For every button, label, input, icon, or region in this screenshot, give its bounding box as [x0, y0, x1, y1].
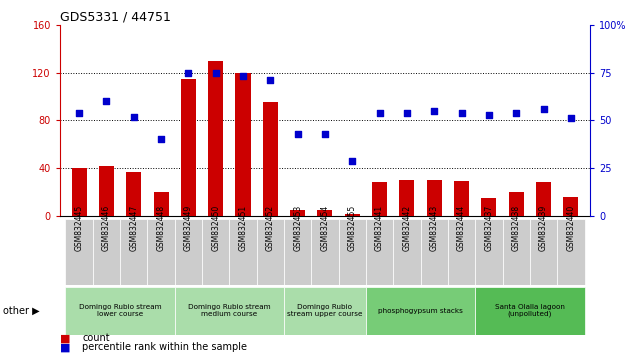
Bar [502, 219, 530, 285]
Bar [557, 219, 584, 285]
Bar [181, 79, 196, 216]
Bar [345, 213, 360, 216]
Bar [481, 198, 497, 216]
Text: Domingo Rubio
stream upper course: Domingo Rubio stream upper course [287, 304, 363, 317]
Point [102, 98, 112, 104]
Bar [509, 192, 524, 216]
Bar [202, 219, 229, 285]
Text: GSM832446: GSM832446 [102, 205, 111, 251]
Text: GSM832444: GSM832444 [457, 205, 466, 251]
Point [320, 131, 330, 137]
Bar [284, 219, 311, 285]
Bar [153, 192, 168, 216]
Bar [66, 287, 175, 335]
Bar [175, 219, 202, 285]
Point [74, 110, 84, 115]
Bar [530, 219, 557, 285]
Bar [366, 219, 393, 285]
Bar [126, 172, 141, 216]
Text: count: count [82, 333, 110, 343]
Bar [454, 181, 469, 216]
Bar [536, 183, 551, 216]
Text: GSM832439: GSM832439 [539, 205, 548, 251]
Point [456, 110, 466, 115]
Bar [399, 180, 415, 216]
Text: GSM832448: GSM832448 [156, 205, 165, 251]
Bar [475, 287, 584, 335]
Text: GSM832441: GSM832441 [375, 205, 384, 251]
Point [156, 137, 166, 142]
Text: GSM832447: GSM832447 [129, 205, 138, 251]
Text: GSM832453: GSM832453 [293, 205, 302, 251]
Point [184, 70, 194, 75]
Bar [284, 287, 366, 335]
Bar [290, 210, 305, 216]
Text: GSM832452: GSM832452 [266, 205, 275, 251]
Bar [421, 219, 448, 285]
Bar [339, 219, 366, 285]
Point [238, 74, 248, 79]
Text: GSM832443: GSM832443 [430, 205, 439, 251]
Bar [563, 197, 579, 216]
Point [484, 112, 494, 118]
Bar [71, 168, 86, 216]
Text: GSM832455: GSM832455 [348, 205, 357, 251]
Text: phosphogypsum stacks: phosphogypsum stacks [378, 308, 463, 314]
Text: ■: ■ [60, 333, 71, 343]
Text: GSM832437: GSM832437 [485, 205, 493, 251]
Bar [99, 166, 114, 216]
Text: GDS5331 / 44751: GDS5331 / 44751 [60, 11, 171, 24]
Text: GSM832451: GSM832451 [239, 205, 247, 251]
Bar [475, 219, 502, 285]
Bar [257, 219, 284, 285]
Bar [208, 61, 223, 216]
Point [293, 131, 303, 137]
Point [347, 158, 357, 163]
Bar [148, 219, 175, 285]
Bar [448, 219, 475, 285]
Text: GSM832454: GSM832454 [321, 205, 329, 251]
Text: percentile rank within the sample: percentile rank within the sample [82, 342, 247, 352]
Bar [120, 219, 148, 285]
Point [538, 106, 548, 112]
Text: other ▶: other ▶ [3, 306, 40, 316]
Text: GSM832440: GSM832440 [567, 205, 575, 251]
Text: Domingo Rubio stream
lower course: Domingo Rubio stream lower course [79, 304, 162, 317]
Point [129, 114, 139, 119]
Bar [393, 219, 421, 285]
Point [429, 108, 439, 114]
Bar [317, 210, 333, 216]
Text: GSM832449: GSM832449 [184, 205, 193, 251]
Text: Domingo Rubio stream
medium course: Domingo Rubio stream medium course [188, 304, 271, 317]
Bar [66, 219, 93, 285]
Bar [366, 287, 475, 335]
Text: GSM832442: GSM832442 [403, 205, 411, 251]
Bar [372, 183, 387, 216]
Bar [235, 73, 251, 216]
Bar [93, 219, 120, 285]
Point [211, 70, 221, 75]
Point [265, 78, 275, 83]
Point [375, 110, 385, 115]
Bar [229, 219, 257, 285]
Text: Santa Olalla lagoon
(unpolluted): Santa Olalla lagoon (unpolluted) [495, 304, 565, 318]
Text: ■: ■ [60, 342, 71, 352]
Point [511, 110, 521, 115]
Text: GSM832445: GSM832445 [74, 205, 83, 251]
Text: GSM832438: GSM832438 [512, 205, 521, 251]
Bar [311, 219, 339, 285]
Bar [175, 287, 284, 335]
Bar [427, 180, 442, 216]
Point [402, 110, 412, 115]
Point [566, 116, 576, 121]
Bar [262, 102, 278, 216]
Text: GSM832450: GSM832450 [211, 205, 220, 251]
